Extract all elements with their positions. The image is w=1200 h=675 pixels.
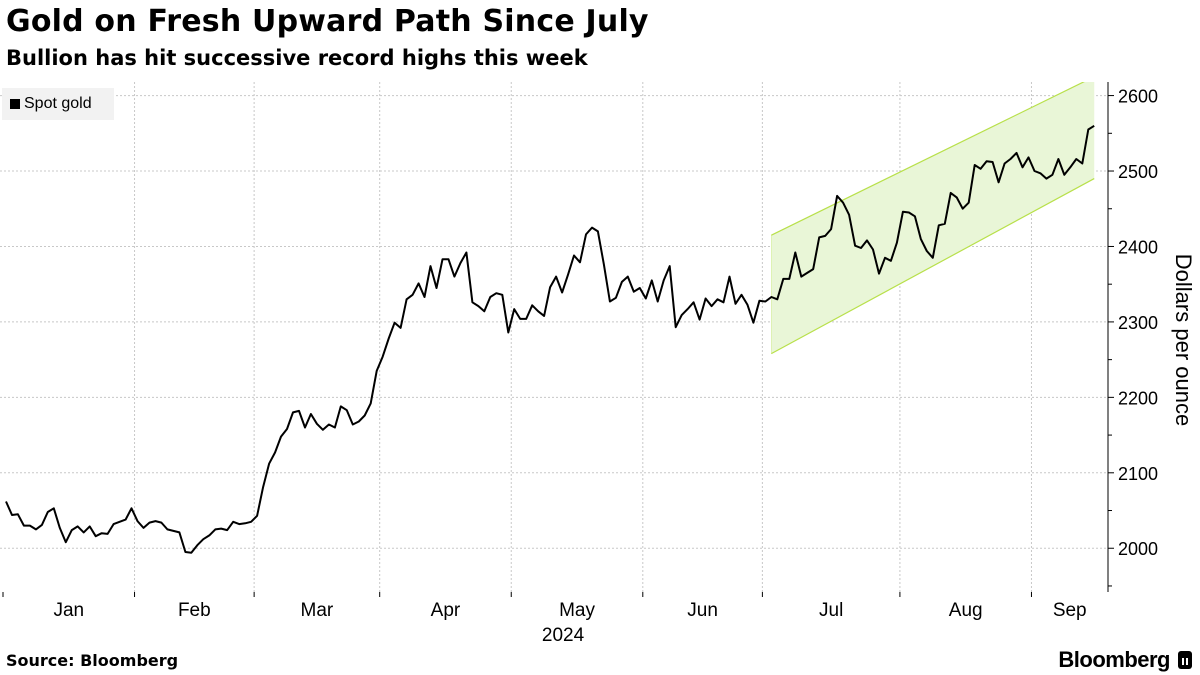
x-tick-label-sep: Sep xyxy=(1053,600,1087,621)
legend: Spot gold xyxy=(2,88,114,120)
y-tick-label-2600: 2600 xyxy=(1118,87,1158,107)
x-axis-year-label: 2024 xyxy=(542,625,585,646)
trend-channel-fill xyxy=(771,82,1095,354)
y-axis-label: Dollars per ounce xyxy=(1171,254,1196,426)
y-tick-label-2500: 2500 xyxy=(1118,162,1158,182)
x-tick-label-mar: Mar xyxy=(301,600,334,621)
chart-subtitle: Bullion has hit successive record highs … xyxy=(6,46,588,70)
y-tick-label-2400: 2400 xyxy=(1118,237,1158,257)
series-line-spot-gold xyxy=(5,124,1095,554)
brand-logo: Bloomberg xyxy=(1058,647,1192,673)
x-tick-label-jun: Jun xyxy=(687,600,718,621)
x-tick-label-feb: Feb xyxy=(178,600,211,621)
chart-title: Gold on Fresh Upward Path Since July xyxy=(6,4,649,39)
y-tick-label-2000: 2000 xyxy=(1118,539,1158,559)
legend-swatch-icon xyxy=(10,99,20,109)
x-tick-label-jan: Jan xyxy=(53,600,84,621)
trend-channel-upper-line xyxy=(771,82,1085,236)
trend-channel xyxy=(771,82,1095,355)
bloomberg-chart-icon xyxy=(1178,651,1192,669)
y-tick-label-2300: 2300 xyxy=(1118,313,1158,333)
x-tick-label-may: May xyxy=(559,600,595,621)
series-0 xyxy=(5,124,1095,554)
y-tick-label-2200: 2200 xyxy=(1118,388,1158,408)
brand-name: Bloomberg xyxy=(1058,647,1170,672)
y-tick-label-2100: 2100 xyxy=(1118,464,1158,484)
trend-channel-lower-line xyxy=(771,178,1095,355)
legend-label-spot-gold: Spot gold xyxy=(24,95,92,112)
x-tick-label-apr: Apr xyxy=(431,600,461,621)
source-note: Source: Bloomberg xyxy=(6,651,179,670)
x-tick-label-jul: Jul xyxy=(819,600,843,621)
x-tick-label-aug: Aug xyxy=(949,600,983,621)
